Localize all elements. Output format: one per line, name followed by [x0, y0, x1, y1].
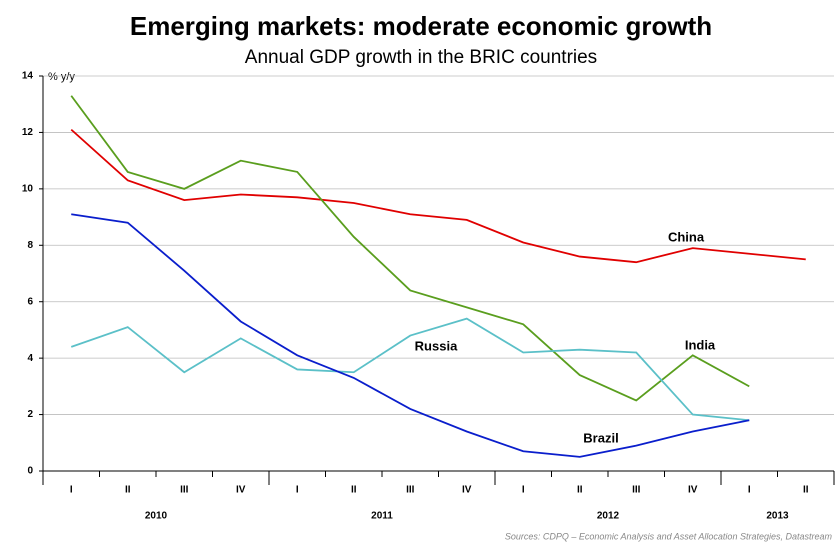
y-tick-label: 6	[27, 296, 33, 307]
x-tick-label: I	[748, 485, 751, 496]
series-line	[70, 95, 750, 402]
year-label: 2010	[145, 511, 168, 522]
x-tick-label: I	[70, 485, 73, 496]
year-label: 2013	[766, 511, 789, 522]
source: Sources: CDPQ – Economic Analysis and As…	[505, 531, 833, 541]
y-tick-label: 14	[22, 71, 34, 82]
x-tick-label: II	[577, 485, 583, 496]
series-line	[71, 213, 750, 458]
series-label: India	[685, 337, 716, 352]
x-tick-label: IV	[236, 485, 246, 496]
x-tick-label: IV	[688, 485, 698, 496]
y-tick-label: 2	[27, 409, 33, 420]
x-tick-label: III	[632, 485, 641, 496]
series-label: Brazil	[583, 430, 618, 445]
y-axis-label: % y/y	[48, 71, 75, 83]
chart-subtitle: Annual GDP growth in the BRIC countries	[245, 47, 597, 68]
y-tick-label: 4	[27, 353, 33, 364]
x-tick-label: II	[351, 485, 357, 496]
x-tick-label: I	[296, 485, 299, 496]
chart-title: Emerging markets: moderate economic grow…	[130, 11, 712, 41]
y-tick-label: 12	[22, 127, 34, 138]
series-line	[70, 128, 806, 264]
x-tick-label: IV	[462, 485, 472, 496]
series-label: China	[668, 229, 705, 244]
x-tick-label: I	[522, 485, 525, 496]
year-label: 2012	[597, 511, 620, 522]
x-tick-label: II	[803, 485, 809, 496]
x-tick-label: III	[180, 485, 189, 496]
y-tick-label: 8	[27, 240, 33, 251]
y-tick-label: 0	[27, 466, 33, 477]
x-tick-label: II	[125, 485, 131, 496]
x-tick-label: III	[406, 485, 415, 496]
series-line	[70, 317, 750, 422]
series-label: Russia	[415, 338, 458, 353]
y-tick-label: 10	[22, 183, 34, 194]
year-label: 2011	[371, 511, 393, 522]
